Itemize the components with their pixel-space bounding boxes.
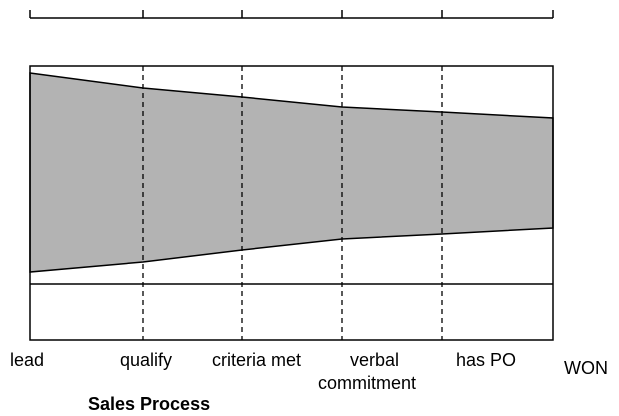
funnel-shape xyxy=(29,72,554,273)
stage-sublabel-commitment: commitment xyxy=(318,373,416,393)
stage-label-won: WON xyxy=(564,358,608,378)
stage-dividers xyxy=(142,66,443,340)
stage-label-criteria-met: criteria met xyxy=(212,350,301,370)
stage-label-lead: lead xyxy=(10,350,44,370)
stage-label-qualify: qualify xyxy=(120,350,172,370)
stage-label-verbal: verbal xyxy=(350,350,399,370)
top-bracket xyxy=(29,10,554,19)
stage-label-has-po: has PO xyxy=(456,350,516,370)
frame xyxy=(29,65,554,341)
diagram-title: Sales Process xyxy=(88,394,210,414)
